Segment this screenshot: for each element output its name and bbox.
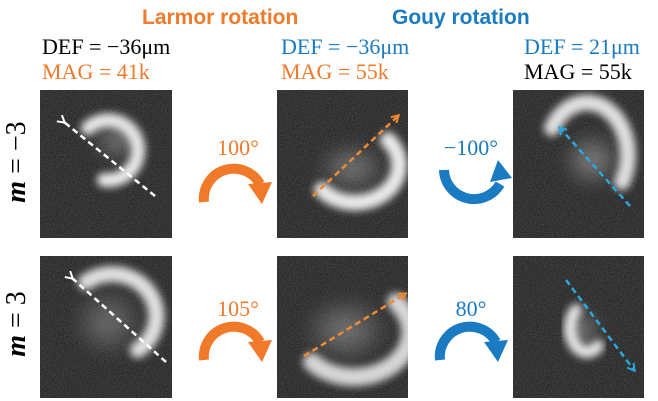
panel-row1-col1 (40, 90, 172, 238)
gouy-rotation-header: Gouy rotation (392, 6, 530, 29)
col2-def-label: DEF = −36μm (281, 34, 410, 59)
row1-gouy-angle: −100° (443, 135, 499, 160)
row2-larmor-angle: 105° (217, 296, 259, 321)
row2-label: m = 3 (1, 291, 32, 357)
col1-mag-label: MAG = 41k (42, 59, 150, 84)
col3-mag-label: MAG = 55k (524, 59, 632, 84)
panel-row2-col3 (513, 256, 644, 398)
clockwise-curved-arrow-icon (198, 163, 272, 204)
row2-gouy-angle: 80° (455, 296, 487, 321)
row1-label: m = −3 (1, 121, 32, 203)
polarization-arrow (557, 125, 631, 207)
row1-larmor-angle: 100° (217, 135, 259, 160)
polarization-arrow (565, 279, 636, 373)
panel-row1-col2 (277, 90, 408, 238)
col2-mag-label: MAG = 55k (281, 59, 389, 84)
polarization-arrow (64, 270, 167, 363)
larmor-rotation-header: Larmor rotation (142, 6, 299, 29)
clockwise-curved-arrow-icon (434, 321, 508, 362)
col3-def-label: DEF = 21μm (524, 34, 640, 59)
panel-row1-col3 (513, 90, 644, 238)
panel-row2-col2 (277, 256, 420, 398)
counterclockwise-curved-arrow-icon (439, 160, 512, 205)
col1-def-label: DEF = −36μm (42, 34, 171, 59)
clockwise-curved-arrow-icon (198, 321, 272, 362)
panel-row2-col1 (40, 256, 172, 398)
